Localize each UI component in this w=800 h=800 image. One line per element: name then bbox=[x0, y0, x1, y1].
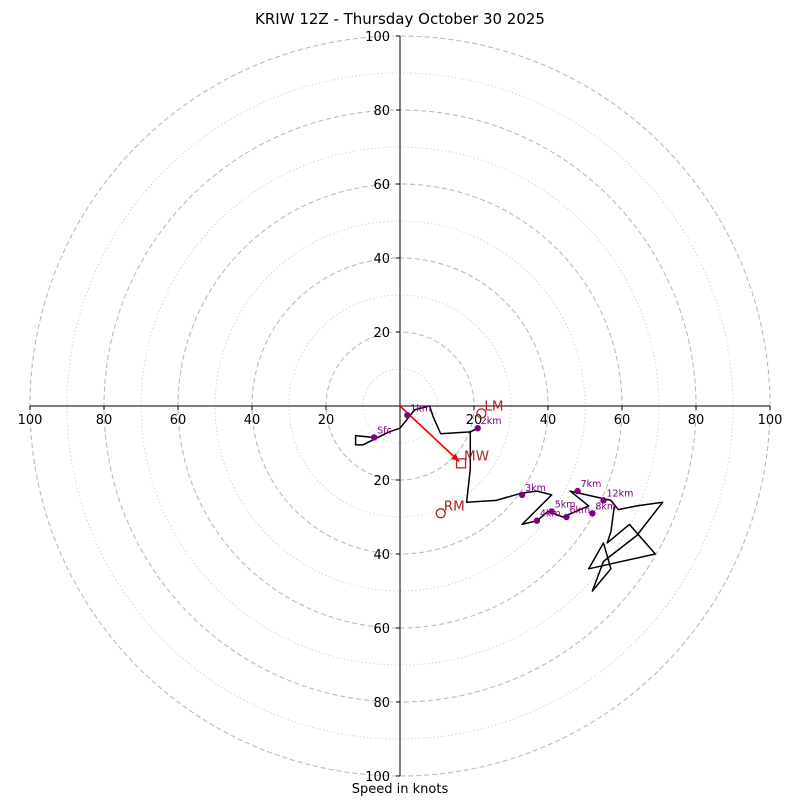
x-axis-label: Speed in knots bbox=[351, 782, 449, 797]
chart-title: KRIW 12Z - Thursday October 30 2025 bbox=[255, 10, 545, 28]
storm-motion-marker bbox=[455, 458, 467, 469]
y-tick-label: 60 bbox=[373, 178, 390, 193]
height-marker-dot bbox=[589, 510, 596, 517]
x-tick-label: 40 bbox=[244, 413, 261, 428]
wind-profile-trace bbox=[354, 405, 664, 592]
y-tick-label: 80 bbox=[373, 696, 390, 711]
x-tick-label: 60 bbox=[170, 413, 187, 428]
x-tick-label: 40 bbox=[540, 413, 557, 428]
storm-motion-marker bbox=[435, 508, 446, 519]
height-marker-label: 5km bbox=[555, 499, 576, 510]
height-marker-label: 2km bbox=[481, 416, 502, 427]
x-tick-label: 80 bbox=[96, 413, 113, 428]
y-tick-label: 20 bbox=[373, 474, 390, 489]
height-marker-label: 7km bbox=[581, 479, 602, 490]
height-marker-dot bbox=[600, 497, 607, 504]
height-marker-dot bbox=[370, 434, 378, 441]
y-tick-label: 20 bbox=[373, 326, 390, 341]
x-tick-label: 100 bbox=[18, 413, 43, 428]
height-marker-dot bbox=[548, 508, 555, 515]
storm-motion-markers: LM MW RM bbox=[435, 398, 504, 519]
x-tick-label: 100 bbox=[758, 413, 783, 428]
height-marker-dot bbox=[404, 412, 411, 419]
y-tick-label: 40 bbox=[373, 548, 390, 563]
y-tick-label: 100 bbox=[365, 30, 390, 45]
height-marker-label: 3km bbox=[525, 483, 546, 494]
storm-motion-label: RM bbox=[444, 498, 465, 514]
height-marker-dot bbox=[563, 513, 570, 521]
height-marker-label: 8km bbox=[595, 501, 616, 512]
height-marker-dot bbox=[574, 487, 581, 495]
height-markers: Sfc1km2km3km4km5km6km7km8km12km bbox=[370, 403, 634, 524]
x-tick-label: 80 bbox=[688, 413, 705, 428]
height-marker-label: 6km bbox=[570, 505, 591, 516]
height-marker-label: Sfc bbox=[377, 425, 392, 436]
storm-motion-marker bbox=[476, 408, 487, 419]
height-marker-dot bbox=[533, 517, 541, 524]
storm-motion-label: MW bbox=[464, 448, 489, 464]
x-tick-label: 20 bbox=[318, 413, 335, 428]
y-tick-label: 80 bbox=[373, 104, 390, 119]
height-marker-dot bbox=[474, 425, 481, 432]
storm-motion-label: LM bbox=[484, 398, 503, 414]
y-tick-label: 40 bbox=[373, 252, 390, 267]
height-marker-label: 12km bbox=[607, 488, 634, 499]
speed-tick-labels: 100 80 60 40 20 20 40 60 80 100100806040202040608… bbox=[18, 30, 783, 785]
hodograph-line bbox=[354, 405, 664, 592]
height-marker-label: 1km bbox=[410, 403, 431, 414]
height-marker-dot bbox=[518, 491, 526, 498]
y-tick-label: 100 bbox=[365, 770, 390, 785]
x-tick-label: 60 bbox=[614, 413, 631, 428]
y-tick-label: 60 bbox=[373, 622, 390, 637]
